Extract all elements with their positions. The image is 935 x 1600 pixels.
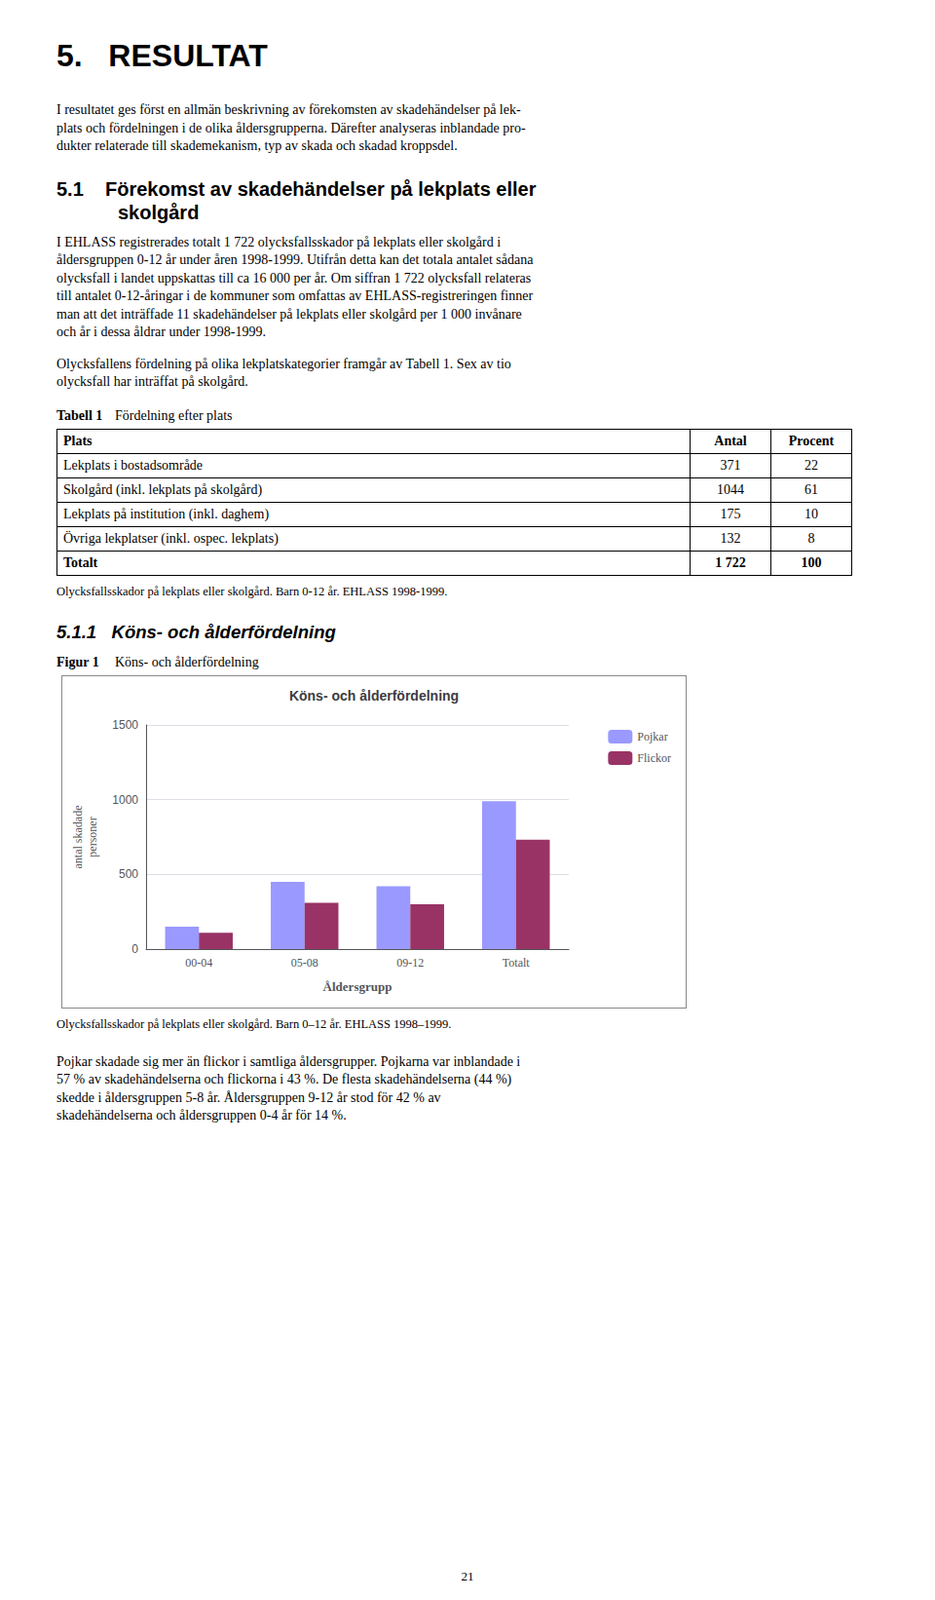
html-text:till antalet 0-12-åringar i de: till antalet 0-12-åringar i de kommuner … <box>56 288 533 303</box>
html-text:1 722: 1 722 <box>715 554 746 570</box>
svg-text:Totalt: Totalt <box>502 955 530 970</box>
html-text:Plats: Plats <box>63 432 93 448</box>
svg-text:Flickor: Flickor <box>636 750 672 765</box>
html-text:Pojkar skadade sig mer än flic: Pojkar skadade sig mer än flickor i samt… <box>56 1053 521 1068</box>
svg-text:500: 500 <box>118 866 139 881</box>
html-text:132: 132 <box>720 530 741 545</box>
svg-text:0: 0 <box>131 941 139 956</box>
html-text:I EHLASS registrerades totalt: I EHLASS registrerades totalt 1 722 olyc… <box>56 234 501 249</box>
html-text:skolgård: skolgård <box>117 201 200 223</box>
svg-text:1500: 1500 <box>112 717 139 732</box>
svg-text:personer: personer <box>85 816 100 857</box>
html-text:5.1 Förekomst av skadehändelse: 5.1 Förekomst av skadehändelser på lekpl… <box>56 177 537 200</box>
html-text:371: 371 <box>720 457 741 472</box>
svg-text:Köns- och ålderfördelning: Köns- och ålderfördelning <box>289 687 459 704</box>
html-text:Tabell 1: Tabell 1 <box>56 407 103 423</box>
html-text:Lekplats i bostadsområde: Lekplats i bostadsområde <box>63 457 203 472</box>
html-text:olycksfall har inträffat på sk: olycksfall har inträffat på skolgård. <box>56 374 249 389</box>
svg-text:05-08: 05-08 <box>291 955 319 970</box>
svg-text:Pojkar: Pojkar <box>636 729 668 744</box>
html-text:olycksfall i landet uppskattas: olycksfall i landet uppskattas till ca 1… <box>56 270 532 285</box>
svg-text:Åldersgrupp: Åldersgrupp <box>323 978 393 994</box>
html-text:8: 8 <box>807 530 815 545</box>
html-text:skedde i åldersgruppen 5-8 år.: skedde i åldersgruppen 5-8 år. Åldersgru… <box>56 1089 441 1104</box>
html-text:Olycksfallsskador på lekplats: Olycksfallsskador på lekplats eller skol… <box>56 1016 452 1030</box>
html-text:Lekplats på institution (inkl.: Lekplats på institution (inkl. daghem) <box>63 505 269 521</box>
html-text:Procent: Procent <box>788 432 834 448</box>
svg-text:00-04: 00-04 <box>185 955 213 970</box>
html-text:5.1.1 Köns- och ålderfördelnin: 5.1.1 Köns- och ålderfördelning <box>56 620 336 642</box>
svg-text:09-12: 09-12 <box>396 955 424 970</box>
html-text:10: 10 <box>804 505 819 521</box>
html-text:57 % av skadehändelserna och f: 57 % av skadehändelserna och flickorna i… <box>56 1071 512 1086</box>
html-text:Antal: Antal <box>714 432 747 448</box>
html-text:Olycksfallens fördelning på ol: Olycksfallens fördelning på olika lekpla… <box>56 355 512 371</box>
html-text:Skolgård (inkl. lekplats på sk: Skolgård (inkl. lekplats på skolgård) <box>63 481 263 497</box>
html-text:Olycksfallsskador på lekplats: Olycksfallsskador på lekplats eller skol… <box>56 583 448 598</box>
html-text:22: 22 <box>804 457 819 472</box>
html-text:skadehändelserna och åldersgru: skadehändelserna och åldersgruppen 0-4 å… <box>56 1107 347 1122</box>
html-text:Totalt: Totalt <box>63 554 98 570</box>
html-text:och år i dessa åldrar under 19: och år i dessa åldrar under 1998-1999. <box>56 324 266 339</box>
html-text:plats och fördelningen i de ol: plats och fördelningen i de olika ålders… <box>56 120 526 135</box>
html-text:åldersgruppen 0-12 år under år: åldersgruppen 0-12 år under åren 1998-19… <box>56 252 534 267</box>
html-text:Övriga lekplatser (inkl. ospec: Övriga lekplatser (inkl. ospec. lekplats… <box>63 530 279 545</box>
html-text:5. RESULTAT: 5. RESULTAT <box>56 37 268 74</box>
svg-text:1000: 1000 <box>112 791 139 806</box>
html-text:dukter relaterade till skademe: dukter relaterade till skademekanism, ty… <box>56 138 458 153</box>
html-text:100: 100 <box>801 554 822 570</box>
html-text:Figur 1: Figur 1 <box>56 654 100 669</box>
html-text:Köns- och ålderfördelning: Köns- och ålderfördelning <box>114 654 259 669</box>
html-text:Fördelning efter plats: Fördelning efter plats <box>114 407 233 423</box>
svg-text:antal skadade: antal skadade <box>71 804 85 868</box>
html-text:61: 61 <box>804 481 819 497</box>
html-text:21: 21 <box>461 1568 474 1583</box>
html-text:1044: 1044 <box>716 481 745 497</box>
html-text:I resultatet ges först en allm: I resultatet ges först en allmän beskriv… <box>56 102 521 117</box>
html-text:175: 175 <box>720 505 741 521</box>
html-text:man att det inträffade 11 skad: man att det inträffade 11 skadehändelser… <box>56 306 522 321</box>
